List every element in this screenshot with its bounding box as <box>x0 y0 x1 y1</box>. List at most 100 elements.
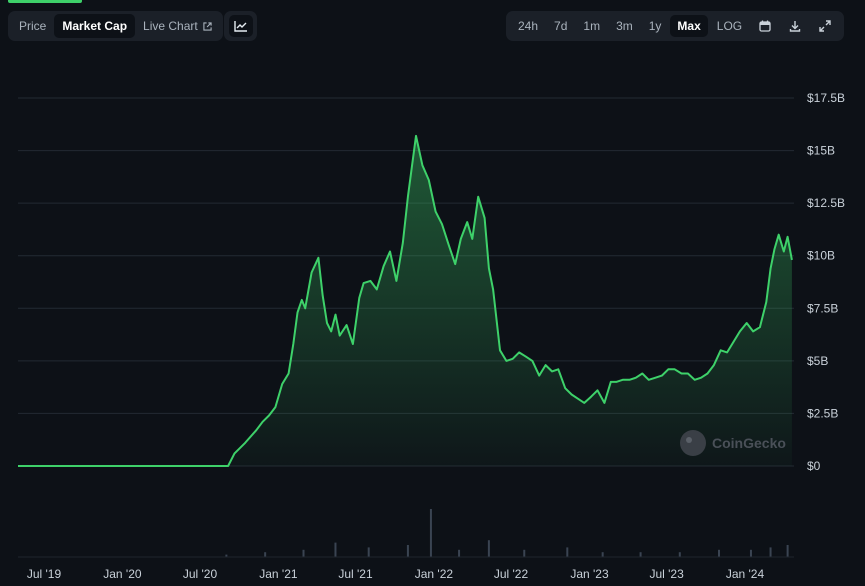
fullscreen-button[interactable] <box>810 15 840 37</box>
market-cap-area <box>18 135 792 466</box>
volume-bar <box>523 549 526 557</box>
data-point <box>512 358 514 360</box>
data-point <box>557 368 559 370</box>
watermark-text: CoinGecko <box>712 435 786 451</box>
data-point <box>700 377 702 379</box>
data-point <box>641 373 643 375</box>
x-tick-label: Jul '23 <box>649 567 684 581</box>
volume-bar <box>639 552 642 557</box>
data-point <box>674 368 676 370</box>
data-point <box>304 307 306 309</box>
tab-price[interactable]: Price <box>19 19 47 33</box>
volume-bars <box>18 509 794 558</box>
data-point <box>227 465 229 467</box>
active-tab-indicator <box>8 0 82 3</box>
data-point <box>635 377 637 379</box>
x-tick-label: Jan '21 <box>259 567 298 581</box>
data-point <box>352 343 354 345</box>
data-point <box>597 389 599 391</box>
data-point <box>415 135 417 137</box>
data-point <box>694 379 696 381</box>
data-point <box>773 248 775 250</box>
data-point <box>262 421 264 423</box>
data-point <box>770 267 772 269</box>
data-point <box>428 179 430 181</box>
data-point <box>301 299 303 301</box>
range-1m[interactable]: 1m <box>583 19 601 33</box>
data-point <box>492 288 494 290</box>
data-point <box>577 398 579 400</box>
x-tick-label: Jul '21 <box>338 567 373 581</box>
y-tick-label: $5B <box>807 354 828 368</box>
y-tick-label: $7.5B <box>807 301 838 315</box>
data-point <box>288 373 290 375</box>
data-point <box>411 166 413 168</box>
volume-bar <box>749 549 752 557</box>
data-point <box>571 394 573 396</box>
data-point <box>648 379 650 381</box>
volume-bar <box>487 540 490 557</box>
data-point <box>681 373 683 375</box>
data-point <box>335 314 337 316</box>
x-tick-label: Jan '24 <box>726 567 765 581</box>
data-point <box>407 196 409 198</box>
y-axis: $0 $2.5B $5B $7.5B $10B $12.5B $15B $17.5B <box>807 91 845 473</box>
data-point <box>564 387 566 389</box>
chart-type-button[interactable] <box>224 11 257 41</box>
data-point <box>17 465 19 467</box>
range-3m[interactable]: 3m <box>616 19 633 33</box>
data-point <box>518 351 520 353</box>
watermark: CoinGecko <box>680 430 786 456</box>
y-tick-label: $12.5B <box>807 196 845 210</box>
market-cap-line <box>18 134 793 467</box>
data-point <box>765 301 767 303</box>
log-scale-toggle[interactable]: LOG <box>716 19 743 33</box>
data-point <box>590 396 592 398</box>
chart-tabs: Price Market Cap Live Chart <box>8 11 223 41</box>
data-point <box>629 379 631 381</box>
tab-market-cap[interactable]: Market Cap <box>54 14 136 38</box>
volume-bar <box>678 552 681 557</box>
y-tick-label: $17.5B <box>807 91 845 105</box>
data-point <box>661 375 663 377</box>
volume-bar <box>406 545 409 557</box>
data-point <box>346 324 348 326</box>
x-tick-label: Jan '22 <box>415 567 454 581</box>
download-button[interactable] <box>780 15 810 37</box>
data-point <box>281 383 283 385</box>
calendar-button[interactable] <box>750 15 780 37</box>
data-point <box>583 402 585 404</box>
data-point <box>778 234 780 236</box>
data-point <box>322 295 324 297</box>
volume-bar <box>786 545 789 557</box>
volume-bar <box>367 547 370 557</box>
data-point <box>358 297 360 299</box>
data-point <box>435 211 437 213</box>
data-point <box>655 377 657 379</box>
range-1y[interactable]: 1y <box>648 19 662 33</box>
volume-bar <box>717 549 720 557</box>
data-point <box>687 373 689 375</box>
volume-bar <box>429 509 432 557</box>
data-point <box>244 442 246 444</box>
tab-live-chart[interactable]: Live Chart <box>135 14 220 38</box>
data-point <box>339 335 341 337</box>
data-point <box>787 236 789 238</box>
data-point <box>212 465 214 467</box>
data-point <box>791 259 793 261</box>
data-point <box>610 381 612 383</box>
range-24h[interactable]: 24h <box>518 19 539 33</box>
range-max[interactable]: Max <box>670 15 708 37</box>
data-point <box>402 242 404 244</box>
x-axis: Jul '19 Jan '20 Jul '20 Jan '21 Jul '21 Jan '… <box>27 567 765 581</box>
data-point <box>488 267 490 269</box>
y-tick-label: $15B <box>807 144 835 158</box>
data-point <box>135 465 137 467</box>
range-7d[interactable]: 7d <box>554 19 568 33</box>
data-point <box>733 341 735 343</box>
data-point <box>383 265 385 267</box>
data-point <box>466 221 468 223</box>
data-point <box>538 375 540 377</box>
data-point <box>477 196 479 198</box>
